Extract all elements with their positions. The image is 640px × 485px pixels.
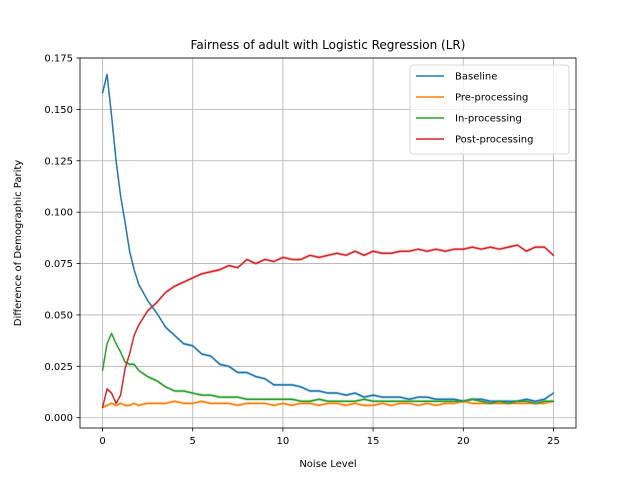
legend-box [409,64,570,155]
y-tick-label: 0.175 [44,54,73,65]
plot-area-frame [79,57,577,429]
x-tick-label: 5 [190,436,196,447]
legend: Baseline Pre-processing In-processing Post-… [409,64,570,155]
y-tick-label: 0.125 [44,156,73,167]
pre-processing-legend-label: Pre-processing [455,93,528,104]
y-tick-label: 0.150 [44,105,73,116]
x-tick-label: 10 [277,436,290,447]
in-processing-legend-label: In-processing [455,114,522,125]
x-tick-label: 20 [457,436,470,447]
post-processing-legend-label: Post-processing [455,135,533,146]
x-axis-ticks: 0 5 10 15 20 25 [99,428,560,447]
y-tick-label: 0.025 [44,362,73,373]
y-tick-label: 0.075 [44,259,73,270]
x-axis-label: Noise Level [299,459,356,470]
x-tick-label: 0 [99,436,105,447]
baseline-legend-label: Baseline [455,72,497,83]
y-axis-ticks: 0.000 0.025 0.050 0.075 0.100 0.125 0.150 0.175 [44,54,80,424]
in-processing-series-line [101,332,555,405]
legend-items: Baseline Pre-processing In-processing Post-… [416,72,533,146]
x-tick-label: 15 [367,436,380,447]
pre-processing-confidence-band [102,399,554,410]
post-processing-series-line [101,244,555,409]
pre-processing-series-line [101,400,555,409]
chart-title: Fairness of adult with Logistic Regressi… [191,38,466,52]
confidence-band-layer [102,72,554,410]
y-axis-label: Difference of Demographic Parity [13,160,24,327]
y-tick-label: 0.050 [44,310,73,321]
series-layer [101,73,555,409]
x-tick-label: 25 [547,436,560,447]
y-tick-label: 0.000 [44,413,73,424]
y-tick-label: 0.100 [44,208,73,219]
